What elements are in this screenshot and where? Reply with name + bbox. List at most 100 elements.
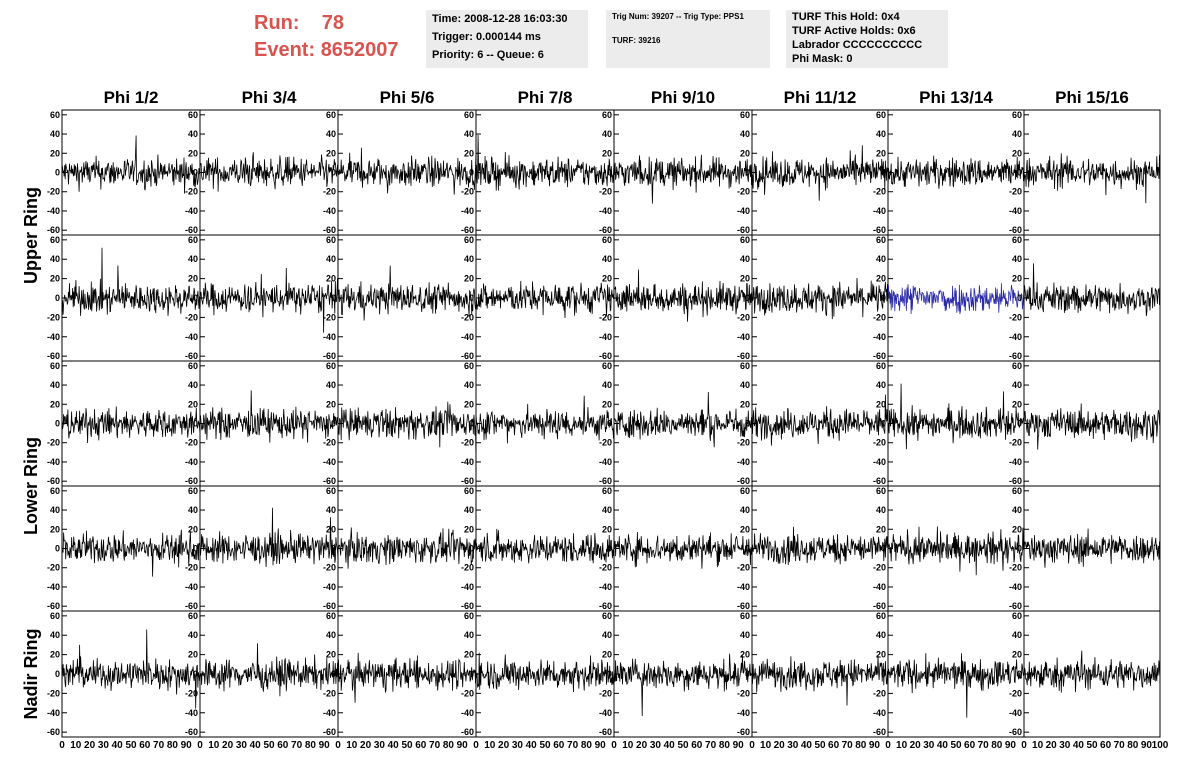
x-tick-label: 0 xyxy=(59,740,65,751)
x-tick-label: 20 xyxy=(222,740,234,751)
y-tick-label: 60 xyxy=(740,110,750,120)
y-tick-label: 40 xyxy=(740,129,750,139)
turf-hold-text: TURF This Hold: 0x4 xyxy=(792,11,900,23)
waveform-trace xyxy=(1023,153,1161,204)
x-tick-label: 0 xyxy=(611,740,617,751)
y-tick-label: 20 xyxy=(740,148,750,158)
y-tick-label: -40 xyxy=(461,206,474,216)
y-tick-label: 40 xyxy=(326,254,336,264)
waveform-trace xyxy=(751,394,889,446)
y-tick-label: -20 xyxy=(599,563,612,573)
y-tick-label: -60 xyxy=(1009,727,1022,737)
y-tick-label: -40 xyxy=(47,457,60,467)
x-tick-label: 50 xyxy=(677,740,689,751)
x-tick-label: 100 xyxy=(1152,740,1169,751)
x-tick-label: 80 xyxy=(719,740,731,751)
y-tick-label: 20 xyxy=(740,274,750,284)
y-tick-label: -20 xyxy=(1009,688,1022,698)
y-tick-label: 40 xyxy=(188,254,198,264)
y-tick-label: -40 xyxy=(185,332,198,342)
phi-mask-text: Phi Mask: 0 xyxy=(792,53,853,65)
x-tick-label: 90 xyxy=(181,740,193,751)
y-tick-label: -40 xyxy=(47,332,60,342)
x-tick-label: 80 xyxy=(991,740,1003,751)
x-tick-label: 60 xyxy=(415,740,427,751)
y-tick-label: -60 xyxy=(47,225,60,235)
y-tick-label: 0 xyxy=(55,419,60,429)
y-tick-label: -20 xyxy=(47,688,60,698)
y-tick-label: 20 xyxy=(876,274,886,284)
event-line: Event: 8652007 xyxy=(254,37,399,64)
y-tick-label: -40 xyxy=(1009,457,1022,467)
y-tick-label: -20 xyxy=(47,312,60,322)
x-tick-label: 30 xyxy=(1059,740,1071,751)
y-tick-label: 60 xyxy=(464,235,474,245)
y-tick-label: -40 xyxy=(599,582,612,592)
waveform-trace xyxy=(475,652,615,693)
y-tick-label: -20 xyxy=(47,187,60,197)
y-tick-label: 0 xyxy=(745,544,750,554)
y-tick-label: 60 xyxy=(740,235,750,245)
x-tick-label: 10 xyxy=(484,740,496,751)
x-tick-label: 90 xyxy=(319,740,331,751)
column-header: Phi 9/10 xyxy=(651,88,715,107)
waveform-trace xyxy=(887,155,1025,191)
y-tick-label: 60 xyxy=(464,361,474,371)
x-tick-label: 70 xyxy=(291,740,303,751)
y-tick-label: 0 xyxy=(193,168,198,178)
x-tick-label: 40 xyxy=(250,740,262,751)
y-tick-label: 0 xyxy=(1017,544,1022,554)
y-tick-label: 20 xyxy=(740,524,750,534)
trig-info-box: Trig Num: 39207 -- Trig Type: PPS1 TURF:… xyxy=(606,10,770,68)
waveform-trace xyxy=(337,652,477,703)
y-tick-label: -20 xyxy=(873,312,886,322)
y-tick-label: 40 xyxy=(602,505,612,515)
x-tick-label: 20 xyxy=(360,740,372,751)
y-tick-label: -20 xyxy=(1009,563,1022,573)
y-tick-label: -60 xyxy=(1009,225,1022,235)
y-tick-label: -40 xyxy=(461,708,474,718)
x-tick-label: 60 xyxy=(139,740,151,751)
y-tick-label: 40 xyxy=(876,630,886,640)
y-tick-label: -60 xyxy=(461,351,474,361)
y-tick-label: -40 xyxy=(599,206,612,216)
waveform-trace xyxy=(613,154,753,204)
x-tick-label: 80 xyxy=(855,740,867,751)
y-tick-label: 60 xyxy=(188,361,198,371)
x-tick-label: 50 xyxy=(263,740,275,751)
y-tick-label: 40 xyxy=(50,380,60,390)
y-tick-label: 60 xyxy=(1012,361,1022,371)
y-tick-label: -40 xyxy=(461,332,474,342)
waveform-trace xyxy=(1023,650,1161,693)
y-tick-label: 40 xyxy=(876,129,886,139)
x-tick-label: 80 xyxy=(1127,740,1139,751)
y-tick-label: -20 xyxy=(599,438,612,448)
y-tick-label: 20 xyxy=(326,650,336,660)
x-tick-label: 10 xyxy=(896,740,908,751)
y-tick-label: 20 xyxy=(740,650,750,660)
y-tick-label: -60 xyxy=(599,476,612,486)
waveform-trace xyxy=(199,267,339,333)
x-tick-label: 20 xyxy=(498,740,510,751)
x-tick-label: 0 xyxy=(335,740,341,751)
y-tick-label: 0 xyxy=(55,544,60,554)
waveform-trace xyxy=(1023,263,1161,317)
y-tick-label: -40 xyxy=(599,332,612,342)
y-tick-label: 60 xyxy=(326,235,336,245)
y-tick-label: -60 xyxy=(737,601,750,611)
x-tick-label: 50 xyxy=(950,740,962,751)
event-label: Event: xyxy=(254,39,316,61)
y-tick-label: -60 xyxy=(461,727,474,737)
y-tick-label: 0 xyxy=(193,419,198,429)
y-tick-label: -60 xyxy=(599,351,612,361)
y-tick-label: 20 xyxy=(876,650,886,660)
y-tick-label: -20 xyxy=(323,438,336,448)
x-tick-label: 30 xyxy=(236,740,248,751)
panel-frame xyxy=(751,360,889,487)
waveform-trace xyxy=(475,395,615,444)
y-tick-label: -20 xyxy=(737,312,750,322)
y-tick-label: 0 xyxy=(331,669,336,679)
y-tick-label: 60 xyxy=(876,361,886,371)
y-tick-label: 40 xyxy=(602,254,612,264)
y-tick-label: -60 xyxy=(873,601,886,611)
